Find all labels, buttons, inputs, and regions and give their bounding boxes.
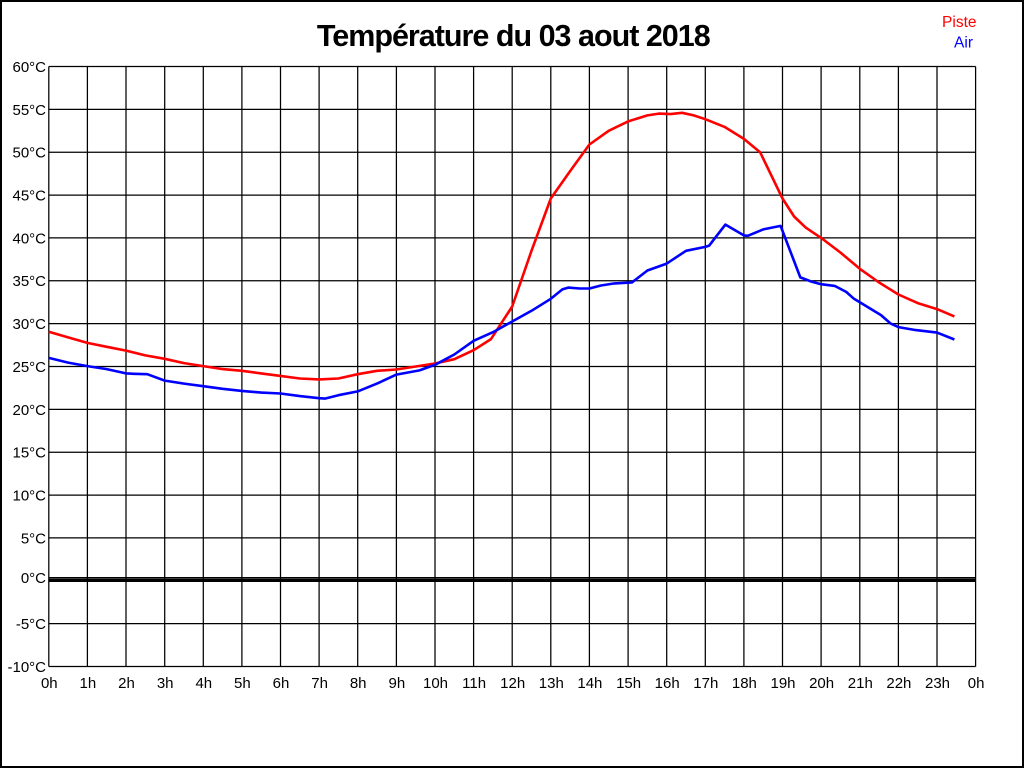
svg-text:1h: 1h <box>80 675 97 692</box>
svg-text:10°C: 10°C <box>12 488 46 505</box>
svg-text:3h: 3h <box>157 675 174 692</box>
svg-text:9h: 9h <box>389 675 406 692</box>
svg-text:15h: 15h <box>616 675 641 692</box>
svg-text:16h: 16h <box>655 675 680 692</box>
svg-text:5°C: 5°C <box>21 530 46 547</box>
svg-text:22h: 22h <box>886 675 911 692</box>
svg-text:20°C: 20°C <box>12 402 46 419</box>
svg-text:-10°C: -10°C <box>7 659 46 676</box>
svg-text:6h: 6h <box>273 675 290 692</box>
svg-text:17h: 17h <box>693 675 718 692</box>
svg-text:19h: 19h <box>770 675 795 692</box>
svg-text:23h: 23h <box>925 675 950 692</box>
svg-text:60°C: 60°C <box>12 59 46 76</box>
svg-text:35°C: 35°C <box>12 273 46 290</box>
svg-text:20h: 20h <box>809 675 834 692</box>
svg-text:30°C: 30°C <box>12 316 46 333</box>
svg-text:10h: 10h <box>423 675 448 692</box>
svg-text:7h: 7h <box>311 675 328 692</box>
svg-text:11h: 11h <box>462 675 486 692</box>
svg-text:0h: 0h <box>968 675 985 692</box>
svg-text:Piste: Piste <box>942 14 976 31</box>
svg-text:15°C: 15°C <box>12 445 46 462</box>
svg-text:Air: Air <box>954 35 973 52</box>
svg-text:12h: 12h <box>500 675 525 692</box>
svg-text:5h: 5h <box>234 675 251 692</box>
svg-text:40°C: 40°C <box>12 230 46 247</box>
svg-text:18h: 18h <box>732 675 757 692</box>
svg-text:0°C: 0°C <box>21 570 46 587</box>
svg-text:21h: 21h <box>848 675 873 692</box>
svg-text:2h: 2h <box>118 675 135 692</box>
svg-text:50°C: 50°C <box>12 145 46 162</box>
svg-text:-5°C: -5°C <box>16 616 46 633</box>
svg-text:Température du 03 aout 2018: Température du 03 aout 2018 <box>317 19 711 53</box>
svg-text:55°C: 55°C <box>12 102 46 119</box>
svg-text:13h: 13h <box>539 675 564 692</box>
svg-text:14h: 14h <box>577 675 602 692</box>
svg-text:4h: 4h <box>195 675 212 692</box>
svg-text:0h: 0h <box>41 675 58 692</box>
svg-text:45°C: 45°C <box>12 188 46 205</box>
svg-text:8h: 8h <box>350 675 367 692</box>
svg-text:25°C: 25°C <box>12 359 46 376</box>
